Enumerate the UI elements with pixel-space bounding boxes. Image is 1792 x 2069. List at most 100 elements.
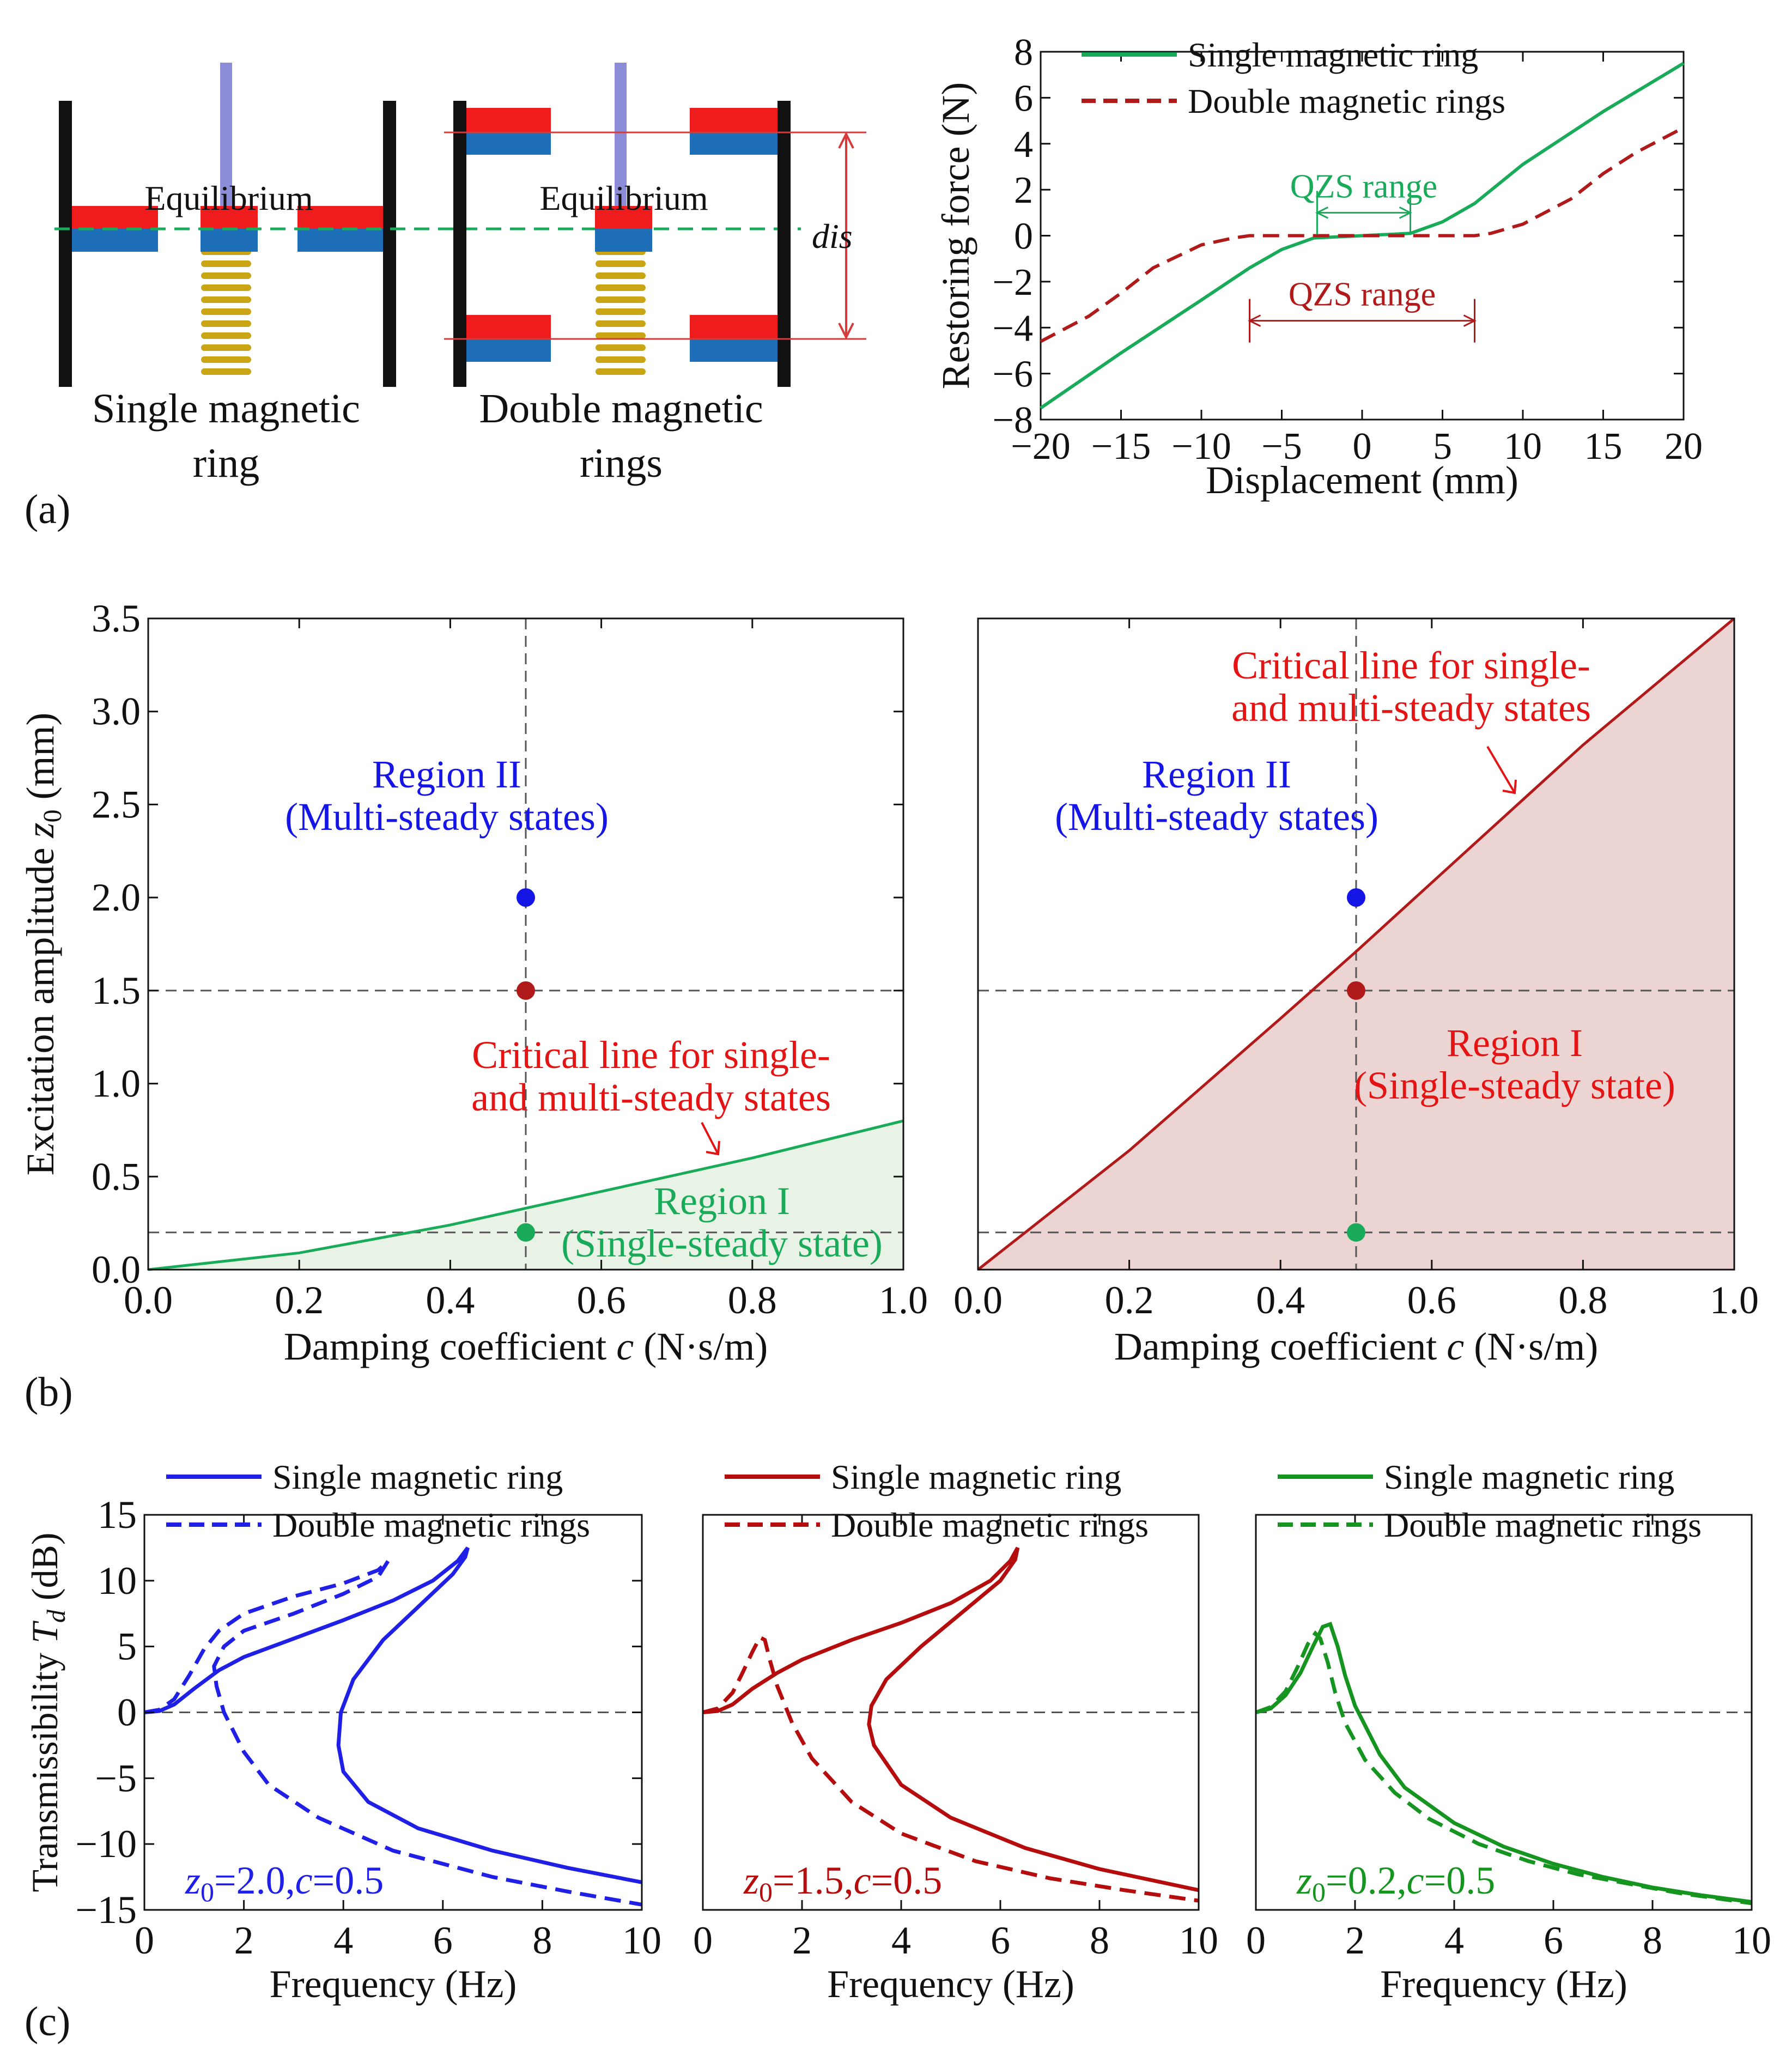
legend-label: Single magnetic ring bbox=[272, 1458, 563, 1496]
equilibrium-label-single: Equilibrium bbox=[144, 179, 313, 217]
y-tick-label: −2 bbox=[993, 262, 1033, 304]
x-tick-label: 8 bbox=[532, 1919, 552, 1962]
x-tick-label: 0.0 bbox=[953, 1278, 1003, 1322]
x-tick-label: 2 bbox=[792, 1919, 812, 1962]
state-point bbox=[517, 1223, 535, 1242]
force-legend: Single magnetic ring Double magnetic rin… bbox=[1082, 35, 1505, 120]
dis-arrowheads bbox=[838, 131, 854, 340]
x-tick-label: 10 bbox=[1504, 426, 1542, 468]
legend-label: Double magnetic rings bbox=[831, 1506, 1149, 1544]
x-tick-label: 2 bbox=[1345, 1919, 1365, 1962]
right-wall bbox=[383, 101, 396, 387]
x-tick-label: 8 bbox=[1090, 1919, 1109, 1962]
state-points-right bbox=[1347, 888, 1365, 1242]
left-wall-double bbox=[453, 101, 466, 387]
critical-label-right-1: Critical line for single- bbox=[1232, 644, 1590, 687]
x-tick-label: 1.0 bbox=[1710, 1278, 1759, 1322]
x-tick-label: 8 bbox=[1643, 1919, 1662, 1962]
phase-chart-left-frame bbox=[147, 617, 904, 1271]
legend-label: Double magnetic rings bbox=[1384, 1506, 1702, 1544]
transmissibility-legend: Single magnetic ring Double magnetic ring… bbox=[725, 1458, 1149, 1544]
x-tick-label: 6 bbox=[1544, 1919, 1563, 1962]
force-chart-annotations: QZS range QZS range bbox=[1248, 168, 1477, 343]
single-caption-line1: Single magnetic bbox=[92, 386, 360, 432]
frequency-axis-label: Frequency (Hz) bbox=[270, 1962, 517, 2006]
y-tick-label: 0 bbox=[117, 1691, 137, 1734]
transmissibility-frame bbox=[1255, 1514, 1753, 1911]
panel-a-label: (a) bbox=[25, 487, 70, 532]
critical-label-left-1: Critical line for single- bbox=[472, 1033, 830, 1077]
x-tick-label: 2 bbox=[234, 1919, 254, 1962]
force-y-axis-label: Restoring force (N) bbox=[934, 82, 977, 390]
critical-label-left-2: and multi-steady states bbox=[471, 1076, 831, 1119]
transmissibility-ticks: 0 2 4 6 8 10 −15 −10 −5 0 5 10 15 bbox=[75, 1493, 661, 1962]
qzs-range-label: QZS range bbox=[1290, 168, 1437, 205]
force-series-line bbox=[1040, 62, 1685, 410]
spring-icon bbox=[201, 248, 251, 375]
case-label: z0=0.2,c=0.5 bbox=[1296, 1859, 1495, 1907]
x-tick-label: −5 bbox=[1261, 426, 1302, 468]
x-tick-label: 15 bbox=[1584, 426, 1623, 468]
transmissibility-ticks: 0 2 4 6 8 10 bbox=[693, 1515, 1218, 1962]
x-tick-label: −20 bbox=[1011, 426, 1070, 468]
x-tick-label: 0.4 bbox=[426, 1278, 475, 1322]
double-caption-line1: Double magnetic bbox=[479, 386, 763, 432]
panel-c-label: (c) bbox=[25, 1999, 70, 2044]
y-tick-label: 0.0 bbox=[92, 1248, 141, 1291]
dis-label: dis bbox=[812, 217, 853, 256]
region-ii-desc-left: (Multi-steady states) bbox=[285, 795, 609, 839]
phase-chart-right-ticks: 0.0 0.2 0.4 0.6 0.8 1.0 bbox=[953, 618, 1759, 1322]
y-tick-label: 1.0 bbox=[92, 1062, 141, 1106]
x-tick-label: 0 bbox=[135, 1919, 154, 1962]
region-ii-label-right: Region II bbox=[1142, 753, 1291, 796]
legend-label: Single magnetic ring bbox=[831, 1458, 1121, 1496]
legend-label: Double magnetic rings bbox=[272, 1506, 590, 1544]
region-i-label-right: Region I bbox=[1447, 1021, 1583, 1065]
y-tick-label: 3.0 bbox=[92, 690, 141, 733]
state-point bbox=[517, 981, 535, 1000]
x-tick-label: −10 bbox=[1171, 426, 1231, 468]
phase-left-x-axis-label: Damping coefficient c (N·s/m) bbox=[284, 1325, 768, 1368]
transmissibility-series-line bbox=[1255, 1622, 1752, 1904]
y-tick-label: −10 bbox=[75, 1822, 137, 1866]
x-tick-label: 0.6 bbox=[577, 1278, 626, 1322]
rod-icon bbox=[615, 63, 627, 218]
state-point bbox=[1347, 981, 1365, 1000]
single-caption-line2: ring bbox=[193, 440, 259, 486]
panel-a-schematic: Equilibrium Single magnetic ring dis Equ… bbox=[25, 63, 866, 532]
x-tick-label: 20 bbox=[1665, 426, 1703, 468]
reference-lines-left bbox=[148, 618, 903, 1270]
state-points-left bbox=[517, 888, 535, 1242]
y-tick-label: 6 bbox=[1014, 77, 1033, 119]
legend-label: Single magnetic ring bbox=[1384, 1458, 1674, 1496]
y-tick-label: 2.0 bbox=[92, 876, 141, 919]
y-tick-label: 0.5 bbox=[92, 1155, 141, 1198]
critical-line-right bbox=[977, 617, 1735, 1271]
transmissibility-legend: Single magnetic ring Double magnetic ring… bbox=[166, 1458, 590, 1544]
case-label: z0=1.5,c=0.5 bbox=[743, 1859, 942, 1907]
transmissibility-series-line bbox=[144, 1560, 642, 1907]
y-tick-label: 4 bbox=[1014, 124, 1033, 166]
x-tick-label: 1.0 bbox=[879, 1278, 928, 1322]
force-chart-series bbox=[1040, 62, 1685, 410]
region-i-label-left: Region I bbox=[654, 1179, 790, 1223]
state-point bbox=[1347, 888, 1365, 907]
frequency-axis-label: Frequency (Hz) bbox=[827, 1962, 1074, 2006]
x-tick-label: 0.6 bbox=[1407, 1278, 1456, 1322]
transmissibility-frame bbox=[702, 1514, 1200, 1911]
x-tick-label: 4 bbox=[333, 1919, 353, 1962]
left-wall bbox=[59, 101, 72, 387]
y-tick-label: 0 bbox=[1014, 216, 1033, 258]
phase-chart-right-frame bbox=[977, 617, 1735, 1271]
phase-chart-left-ticks: 0.0 0.2 0.4 0.6 0.8 1.0 0.0 0.5 1.0 1.5 2.0 2.5 3.0 3… bbox=[92, 597, 928, 1322]
y-tick-label: −8 bbox=[993, 399, 1033, 441]
transmissibility-legend: Single magnetic ring Double magnetic ring… bbox=[1278, 1458, 1702, 1544]
x-tick-label: −15 bbox=[1091, 426, 1151, 468]
y-tick-label: 3.5 bbox=[92, 597, 141, 640]
x-tick-label: 0 bbox=[1353, 426, 1372, 468]
transmissibility-chart-1: 0 2 4 6 8 10 −15 −10 −5 0 5 10 15 Frequency (Hz) Trans… bbox=[24, 1458, 661, 2006]
phase-right-x-axis-label: Damping coefficient c (N·s/m) bbox=[1114, 1325, 1598, 1368]
